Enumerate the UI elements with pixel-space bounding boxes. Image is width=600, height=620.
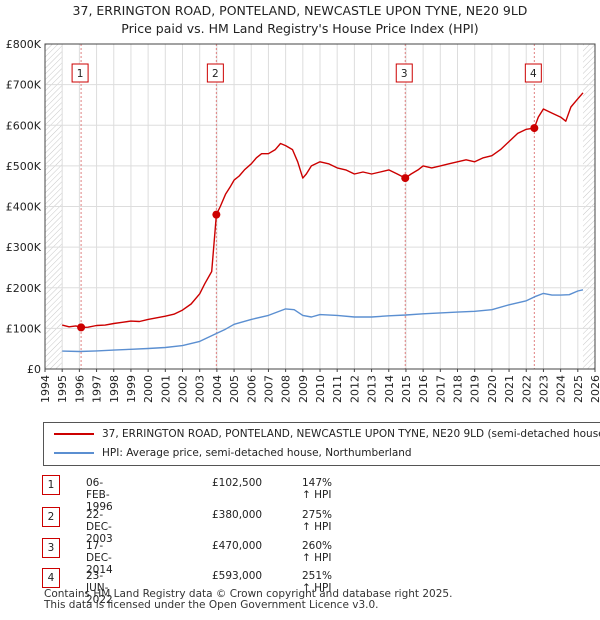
x-tick-label: 2010 xyxy=(314,375,327,403)
x-tick-label: 2020 xyxy=(486,375,499,403)
y-tick-label: £300K xyxy=(6,241,42,254)
x-tick-label: 2017 xyxy=(434,375,447,403)
x-tick-label: 2025 xyxy=(572,375,585,403)
legend-label-hpi: HPI: Average price, semi-detached house,… xyxy=(102,447,412,459)
sale-marker-label: 2 xyxy=(212,68,219,80)
footer: Contains HM Land Registry data © Crown c… xyxy=(44,589,452,611)
x-tick-label: 1999 xyxy=(125,375,138,403)
x-tick-label: 2018 xyxy=(452,375,465,403)
transaction-price: £102,500 xyxy=(212,477,263,489)
sale-marker-label: 3 xyxy=(401,68,408,80)
transaction-number: 3 xyxy=(42,538,60,558)
x-tick-label: 2003 xyxy=(194,375,207,403)
x-tick-label: 1994 xyxy=(39,375,52,403)
x-tick-label: 2026 xyxy=(589,375,600,403)
transaction-hpi: 275% ↑ HPI xyxy=(302,509,333,533)
x-tick-label: 2019 xyxy=(469,375,482,403)
y-tick-label: £600K xyxy=(6,119,42,132)
x-tick-label: 2001 xyxy=(159,375,172,403)
y-tick-label: £500K xyxy=(6,160,42,173)
sale-marker-badge xyxy=(206,63,224,83)
x-tick-label: 2007 xyxy=(262,375,275,403)
transaction-price: £593,000 xyxy=(212,570,263,582)
transaction-number: 1 xyxy=(42,475,60,495)
sale-point xyxy=(212,210,221,219)
transaction-price: £470,000 xyxy=(212,540,263,552)
y-tick-label: £200K xyxy=(6,282,42,295)
sale-point xyxy=(530,124,539,133)
transaction-price: £380,000 xyxy=(212,509,263,521)
legend-label-property: 37, ERRINGTON ROAD, PONTELAND, NEWCASTLE… xyxy=(102,428,600,440)
footer-copyright: Contains HM Land Registry data © Crown c… xyxy=(44,588,453,600)
chart-title-line1: 37, ERRINGTON ROAD, PONTELAND, NEWCASTLE… xyxy=(72,3,528,18)
footer-licence: This data is licensed under the Open Gov… xyxy=(44,599,379,611)
price-chart: 1 2 3 4 £0 £100K £200K £300K £400K £500K £600K £70… xyxy=(6,38,600,403)
legend-swatch-hpi xyxy=(54,452,94,454)
x-tick-label: 2011 xyxy=(331,375,344,403)
x-tick-label: 2024 xyxy=(555,375,568,403)
transaction-number: 2 xyxy=(42,507,60,527)
property-price-line xyxy=(62,92,584,329)
x-tick-label: 2004 xyxy=(211,375,224,403)
sale-marker-label: 4 xyxy=(530,68,537,80)
x-tick-label: 1995 xyxy=(56,375,69,403)
x-tick-label: 2008 xyxy=(280,375,293,403)
x-tick-label: 2015 xyxy=(400,375,413,403)
x-tick-label: 2006 xyxy=(245,375,258,403)
x-tick-label: 2023 xyxy=(537,375,550,403)
x-tick-label: 2021 xyxy=(503,375,516,403)
sale-marker-badge xyxy=(71,63,89,83)
x-tick-label: 2012 xyxy=(348,375,361,403)
transaction-hpi: 260% ↑ HPI xyxy=(302,540,333,564)
legend-swatch-property xyxy=(54,433,94,435)
hpi-line xyxy=(62,289,584,353)
transaction-hpi: 147% ↑ HPI xyxy=(302,477,333,501)
y-tick-label: £700K xyxy=(6,79,42,92)
sale-point xyxy=(77,323,86,332)
y-tick-label: £400K xyxy=(6,201,42,214)
y-tick-label: £100K xyxy=(6,322,42,335)
x-tick-label: 2022 xyxy=(520,375,533,403)
transaction-date: 17-DEC-2014 xyxy=(86,540,113,576)
sale-point xyxy=(401,174,410,183)
x-tick-label: 1998 xyxy=(108,375,121,403)
x-tick-label: 2000 xyxy=(142,375,155,403)
sale-marker-label: 1 xyxy=(77,68,84,80)
x-tick-label: 2014 xyxy=(383,375,396,403)
x-tick-label: 2013 xyxy=(366,375,379,403)
x-tick-label: 2005 xyxy=(228,375,241,403)
chart-title-line2: Price paid vs. HM Land Registry's House … xyxy=(121,21,479,36)
y-tick-label: £800K xyxy=(6,38,42,51)
x-tick-label: 2002 xyxy=(177,375,190,403)
x-tick-label: 1996 xyxy=(73,375,86,403)
sale-marker-badge xyxy=(395,63,413,83)
transaction-hpi: 251% ↑ HPI xyxy=(302,570,333,594)
legend: 37, ERRINGTON ROAD, PONTELAND, NEWCASTLE… xyxy=(43,422,600,466)
x-tick-label: 1997 xyxy=(91,375,104,403)
x-tick-label: 2016 xyxy=(417,375,430,403)
transaction-date: 23-JUN-2022 xyxy=(86,570,113,606)
y-tick-label: £0 xyxy=(27,363,41,376)
sale-marker-badge xyxy=(524,63,542,83)
transaction-date: 06-FEB-1996 xyxy=(86,477,113,513)
transaction-date: 22-DEC-2003 xyxy=(86,509,113,545)
x-tick-label: 2009 xyxy=(297,375,310,403)
transaction-number: 4 xyxy=(42,568,60,588)
